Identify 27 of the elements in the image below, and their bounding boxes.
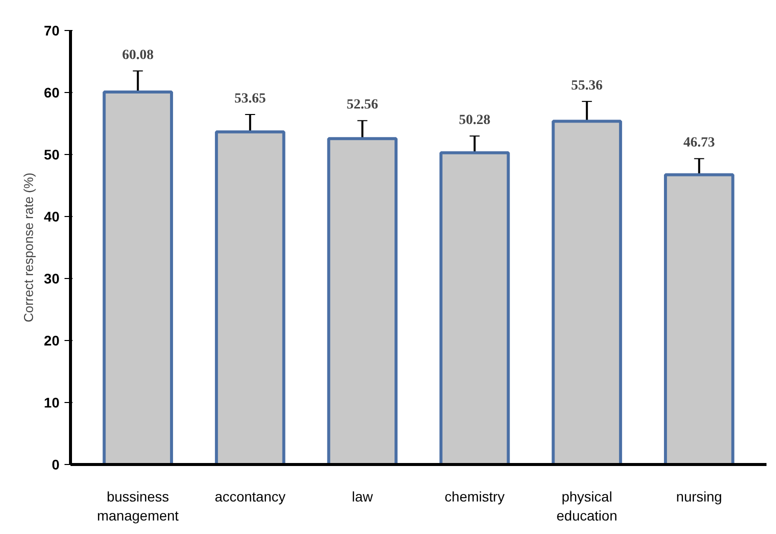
x-tick-label: bussiness management [96,488,179,524]
x-tick-label: physical education [556,488,618,524]
y-tick-label: 0 [52,456,60,472]
x-tick-label: law [352,488,374,504]
bar [664,173,734,464]
data-label: 52.56 [346,98,378,113]
bar [327,137,398,464]
y-tick-label: 10 [44,394,60,410]
bar [214,130,286,464]
data-label: 46.73 [683,136,715,151]
x-tick-label: nursing [676,488,722,504]
y-tick-label: 30 [44,270,60,286]
bar [552,120,622,464]
x-tick-label: accontancy [214,488,286,504]
y-tick-label: 20 [44,332,60,348]
y-tick-label: 50 [44,146,60,162]
y-tick-label: 40 [44,208,60,224]
bar [102,90,174,464]
y-tick-label: 70 [44,22,60,38]
bar [439,151,510,464]
data-label: 53.65 [234,92,266,107]
y-tick-label: 60 [44,84,60,100]
y-axis-title: Correct response rate (%) [20,172,36,322]
data-label: 50.28 [458,113,490,128]
data-label: 60.08 [122,48,154,63]
x-tick-label: chemistry [444,488,505,504]
data-label: 55.36 [571,78,603,94]
